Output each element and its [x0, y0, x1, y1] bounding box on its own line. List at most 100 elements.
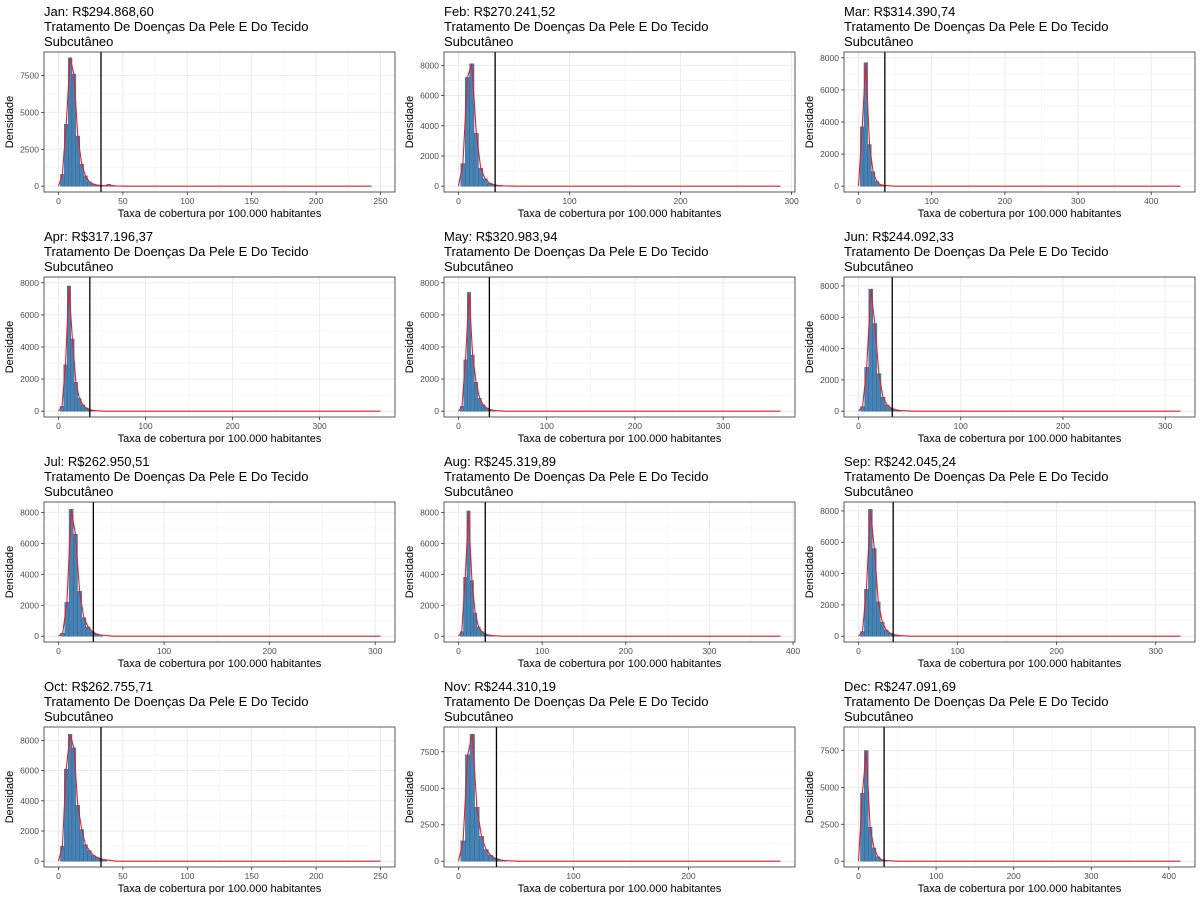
x-tick-label: 200 — [309, 196, 323, 206]
y-tick-label: 8000 — [820, 53, 839, 63]
y-axis-label: Densidade — [404, 321, 416, 374]
x-tick-label: 100 — [138, 421, 152, 431]
x-tick-label: 0 — [856, 196, 861, 206]
panel-title: Mar: R$314.390,74 Tratamento De Doenças D… — [844, 4, 1108, 49]
panel-border — [443, 501, 796, 643]
y-tick-label: 0 — [434, 856, 439, 866]
panel-border — [43, 51, 396, 193]
panel-subtitle: Subcutâneo — [44, 709, 114, 724]
x-tick-label: 0 — [56, 421, 61, 431]
panel-border — [843, 726, 1196, 868]
density-curve — [458, 292, 781, 412]
chart-panel: May: R$320.983,94 Tratamento De Doenças D… — [400, 225, 800, 450]
panel-subtitle: Tratamento De Doenças Da Pele E Do Tecid… — [44, 469, 309, 484]
histogram-bar — [67, 734, 73, 862]
panel-title-month: Mar: R$314.390,74 — [844, 4, 956, 19]
chart-panel: Jun: R$244.092,33 Tratamento De Doenças D… — [800, 225, 1200, 450]
x-tick-label: 200 — [1056, 421, 1070, 431]
y-axis-label: Densidade — [404, 96, 416, 149]
y-tick-label: 7500 — [20, 70, 39, 80]
x-axis-label: Taxa de cobertura por 100.000 habitantes — [518, 433, 722, 445]
x-tick-label: 0 — [56, 646, 61, 656]
histogram-bar — [864, 367, 869, 412]
histogram-bar — [64, 768, 69, 862]
y-tick-label: 6000 — [420, 91, 439, 101]
x-tick-label: 200 — [225, 421, 239, 431]
panel-border — [443, 51, 796, 193]
x-axis-label: Taxa de cobertura por 100.000 habitantes — [518, 208, 722, 220]
y-tick-label: 2000 — [20, 600, 39, 610]
histogram-bar — [64, 124, 69, 187]
panel-title-month: Jul: R$262.950,51 — [44, 454, 150, 469]
histogram-bar — [860, 793, 865, 862]
density-curve — [57, 734, 381, 862]
panel-title-month: May: R$320.983,94 — [444, 229, 558, 244]
panel-border — [443, 726, 796, 868]
x-axis-label: Taxa de cobertura por 100.000 habitantes — [518, 883, 722, 895]
panel-title-month: Aug: R$245.319,89 — [444, 454, 557, 469]
density-curve — [857, 62, 1181, 187]
panel-subtitle: Tratamento De Doenças Da Pele E Do Tecid… — [444, 244, 709, 259]
density-curve — [457, 63, 781, 187]
y-tick-label: 6000 — [420, 310, 439, 320]
panel-subtitle: Tratamento De Doenças Da Pele E Do Tecid… — [44, 694, 309, 709]
panel-title: Sep: R$242.045,24 Tratamento De Doenças D… — [844, 454, 1108, 499]
x-tick-label: 300 — [1149, 646, 1163, 656]
y-tick-label: 6000 — [820, 312, 839, 322]
x-tick-label: 200 — [681, 871, 695, 881]
x-axis-label: Taxa de cobertura por 100.000 habitantes — [118, 208, 322, 220]
x-tick-label: 100 — [954, 421, 968, 431]
y-tick-label: 4000 — [820, 569, 839, 579]
y-tick-label: 8000 — [820, 506, 839, 516]
y-tick-label: 8000 — [20, 507, 39, 517]
y-axis-label: Densidade — [804, 771, 816, 824]
panel-title-month: Sep: R$242.045,24 — [844, 454, 957, 469]
histogram-bar — [460, 840, 466, 862]
x-tick-label: 0 — [56, 871, 61, 881]
chart-panel: Jul: R$262.950,51 Tratamento De Doenças D… — [0, 450, 400, 675]
x-tick-label: 100 — [157, 646, 171, 656]
panel-title-month: Nov: R$244.310,19 — [444, 679, 557, 694]
x-tick-label: 0 — [456, 871, 461, 881]
y-tick-label: 2000 — [820, 600, 839, 610]
panel-subtitle: Subcutâneo — [444, 709, 514, 724]
chart-panel: Nov: R$244.310,19 Tratamento De Doenças D… — [400, 675, 800, 900]
x-tick-label: 0 — [856, 871, 861, 881]
panel-subtitle: Tratamento De Doenças Da Pele E Do Tecid… — [44, 19, 309, 34]
chart-panel: Apr: R$317.196,37 Tratamento De Doenças D… — [0, 225, 400, 450]
x-axis-label: Taxa de cobertura por 100.000 habitantes — [918, 433, 1122, 445]
histogram-chart: 0 100 200 300 0 2000 4000 6000 8000 Taxa de cober… — [804, 276, 1196, 445]
panel-subtitle: Subcutâneo — [444, 484, 514, 499]
y-tick-label: 2500 — [420, 820, 439, 830]
x-tick-label: 100 — [566, 871, 580, 881]
panel-subtitle: Subcutâneo — [444, 259, 514, 274]
y-tick-label: 6000 — [420, 538, 439, 548]
y-axis-label: Densidade — [4, 771, 16, 824]
histogram-bar — [460, 163, 466, 187]
y-tick-label: 0 — [34, 856, 39, 866]
x-axis-label: Taxa de cobertura por 100.000 habitantes — [918, 208, 1122, 220]
y-axis-label: Densidade — [4, 321, 16, 374]
y-tick-label: 2000 — [820, 375, 839, 385]
chart-panel: Oct: R$262.755,71 Tratamento De Doenças D… — [0, 675, 400, 900]
x-tick-label: 400 — [1144, 196, 1158, 206]
x-tick-label: 100 — [535, 646, 549, 656]
panel-subtitle: Subcutâneo — [44, 484, 114, 499]
x-tick-label: 250 — [373, 196, 387, 206]
density-curve — [858, 509, 1181, 637]
x-tick-label: 100 — [540, 421, 554, 431]
panel-subtitle: Subcutâneo — [444, 34, 514, 49]
panel-title: Oct: R$262.755,71 Tratamento De Doenças D… — [44, 679, 308, 724]
y-tick-label: 2000 — [420, 151, 439, 161]
y-tick-label: 5000 — [820, 782, 839, 792]
y-tick-label: 8000 — [420, 278, 439, 288]
histogram-chart: 0 100 200 300 400 0 2500 5000 7500 Taxa de cobert… — [804, 726, 1196, 895]
panel-title-month: Dec: R$247.091,69 — [844, 679, 957, 694]
plot-area — [844, 277, 1195, 417]
y-tick-label: 6000 — [20, 310, 39, 320]
y-axis-label: Densidade — [804, 321, 816, 374]
chart-panel: Dec: R$247.091,69 Tratamento De Doenças D… — [800, 675, 1200, 900]
x-tick-label: 300 — [312, 421, 326, 431]
panel-border — [843, 276, 1196, 418]
